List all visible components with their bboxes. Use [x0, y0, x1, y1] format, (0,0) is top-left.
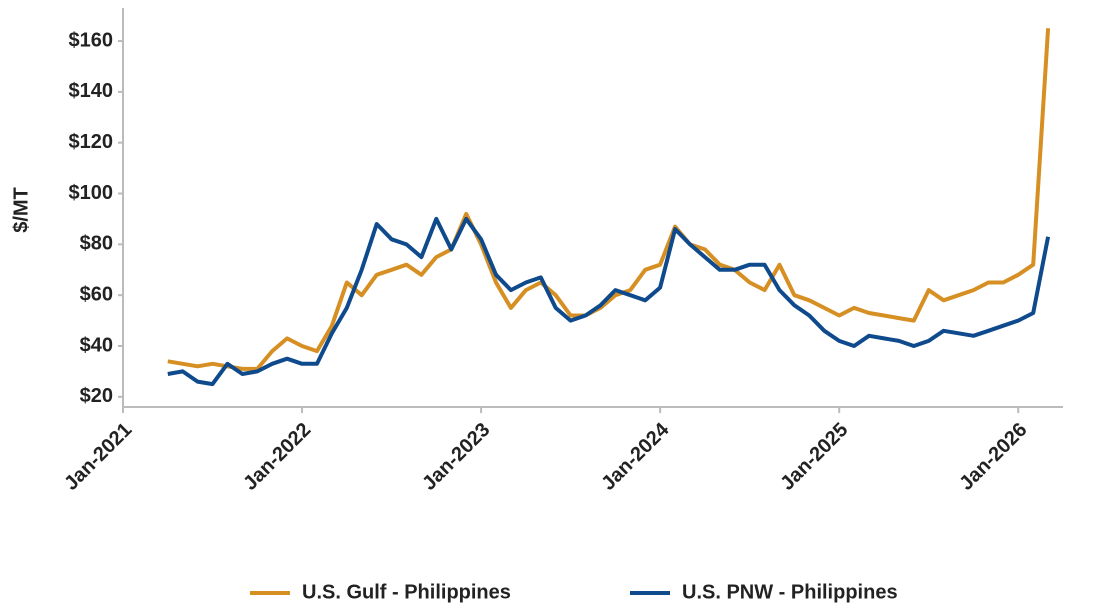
y-tick-label: $140 — [69, 80, 114, 102]
y-tick-label: $80 — [80, 233, 113, 255]
y-tick-label: $120 — [69, 131, 114, 153]
x-tick-label: Jan-2022 — [239, 419, 315, 495]
x-tick-label: Jan-2026 — [955, 419, 1031, 495]
series-line — [167, 216, 1051, 387]
y-tick-label: $100 — [69, 182, 114, 204]
y-tick-label: $160 — [69, 29, 114, 51]
x-tick-label: Jan-2023 — [418, 419, 494, 495]
x-tick-label: Jan-2025 — [776, 419, 852, 495]
y-tick-label: $60 — [80, 283, 113, 305]
y-tick-label: $20 — [80, 385, 113, 407]
x-tick-label: Jan-2021 — [60, 419, 136, 495]
series-line — [167, 28, 1051, 371]
legend-label: U.S. PNW - Philippines — [682, 581, 898, 603]
x-tick-label: Jan-2024 — [597, 418, 674, 495]
y-axis-label: $/MT — [10, 187, 32, 233]
y-tick-label: $40 — [80, 334, 113, 356]
legend-label: U.S. Gulf - Philippines — [302, 581, 511, 603]
